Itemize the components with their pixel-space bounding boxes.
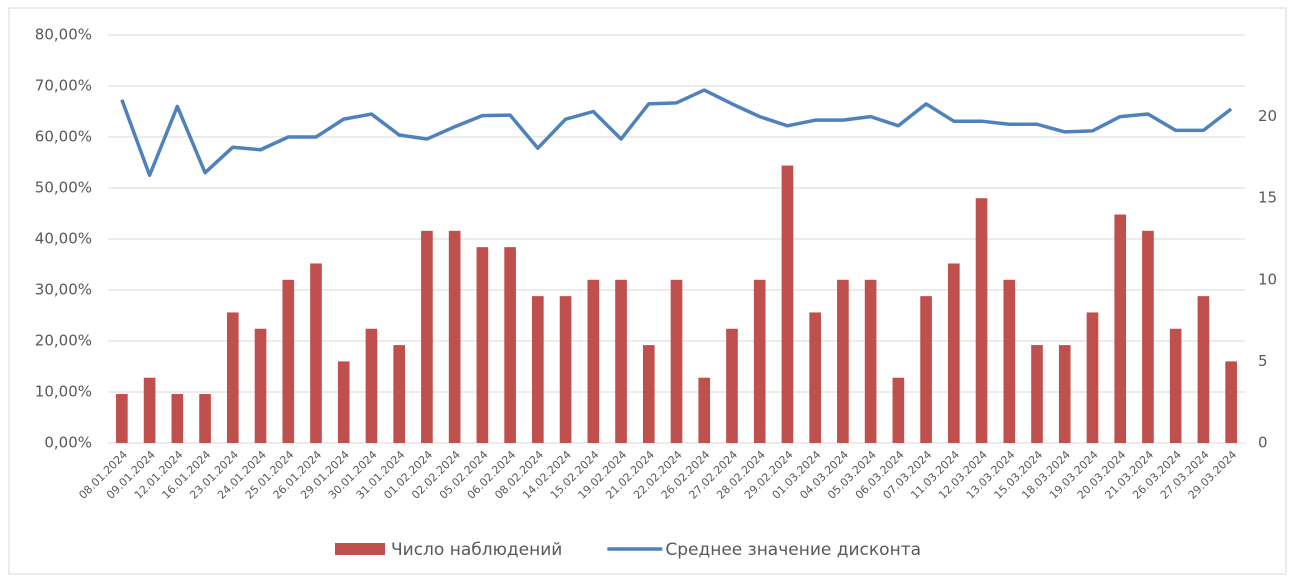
bar [282,279,295,443]
bar [1197,296,1210,443]
bar [892,377,905,443]
legend-swatch [335,543,385,555]
y-tick-label: 20,00% [35,332,92,350]
bar [199,394,211,443]
bar [337,361,350,443]
bar [504,247,516,443]
bar [310,263,322,443]
bar [947,263,960,443]
bar [587,279,600,443]
legend-label: Среднее значение дисконта [665,540,921,560]
bar [116,394,128,443]
line [120,88,1233,177]
bar [726,328,738,443]
bar [421,230,433,443]
y-tick-label: 80,00% [35,26,92,44]
bar [920,296,932,443]
bar [171,394,184,443]
bar [1003,279,1016,443]
bar [226,312,239,443]
y2-tick-label: 10 [1258,270,1277,288]
bar [975,198,988,443]
bar [532,296,544,443]
y2-tick-label: 20 [1258,107,1277,125]
bar [642,345,655,443]
legend-label: Число наблюдений [391,540,562,560]
y-tick-label: 60,00% [35,128,92,146]
y-tick-label: 0,00% [44,434,92,452]
bar [670,279,683,443]
y2-tick-label: 15 [1258,189,1277,207]
bar [781,165,794,443]
bar [1142,230,1154,443]
bar [615,279,627,443]
bar [753,279,766,443]
y-tick-label: 10,00% [35,383,92,401]
bar [864,279,877,443]
bar [476,247,489,443]
bar [365,328,378,443]
bar [1114,214,1127,443]
bar [1225,361,1237,443]
y-tick-label: 70,00% [35,77,92,95]
chart-frame [8,7,1287,575]
bar [393,345,406,443]
bar [559,296,572,443]
bar [1058,345,1071,443]
bar [254,328,267,443]
bar [809,312,821,443]
bar [837,279,849,443]
bar [698,377,711,443]
bar [1031,345,1043,443]
y-tick-label: 50,00% [35,179,92,197]
bar [448,230,461,443]
bar [143,377,156,443]
y-tick-label: 30,00% [35,281,92,299]
y2-tick-label: 0 [1258,434,1268,452]
y-tick-label: 40,00% [35,230,92,248]
bar [1169,328,1182,443]
y2-tick-label: 5 [1258,352,1268,370]
bar [1086,312,1099,443]
